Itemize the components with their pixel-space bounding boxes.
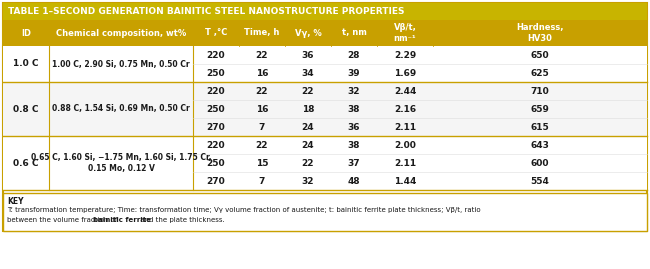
Text: 2.44: 2.44 — [394, 87, 416, 95]
Text: 28: 28 — [348, 51, 360, 59]
Text: 36: 36 — [348, 122, 360, 132]
Bar — [3, 3, 647, 20]
Bar — [3, 20, 647, 46]
Text: 250: 250 — [207, 69, 226, 77]
Text: TABLE 1–SECOND GENERATION BAINITIC STEEL NANOSTRUCTURE PROPERTIES: TABLE 1–SECOND GENERATION BAINITIC STEEL… — [8, 7, 404, 16]
Text: 16: 16 — [255, 69, 268, 77]
Text: 0.88 C, 1.54 Si, 0.69 Mn, 0.50 Cr: 0.88 C, 1.54 Si, 0.69 Mn, 0.50 Cr — [52, 104, 190, 114]
Text: 2.00: 2.00 — [394, 140, 416, 150]
Text: 250: 250 — [207, 158, 226, 168]
Text: 24: 24 — [302, 140, 315, 150]
Text: t, nm: t, nm — [341, 29, 367, 37]
Bar — [3, 136, 647, 190]
Text: 48: 48 — [348, 176, 360, 186]
Text: 22: 22 — [302, 87, 314, 95]
Text: bainitic ferrite: bainitic ferrite — [93, 217, 151, 223]
Bar — [3, 46, 647, 190]
Bar — [3, 46, 647, 82]
Text: 37: 37 — [348, 158, 360, 168]
Text: Hardness,
HV30: Hardness, HV30 — [516, 23, 564, 43]
Text: 1.69: 1.69 — [394, 69, 416, 77]
Text: 22: 22 — [302, 158, 314, 168]
Text: Time, h: Time, h — [244, 29, 280, 37]
Text: 659: 659 — [530, 104, 549, 114]
Bar — [3, 3, 647, 231]
Text: 0.6 C: 0.6 C — [13, 158, 39, 168]
Text: and the plate thickness.: and the plate thickness. — [138, 217, 224, 223]
Text: KEY: KEY — [7, 197, 23, 206]
Text: Vγ, %: Vγ, % — [294, 29, 321, 37]
Text: 34: 34 — [302, 69, 315, 77]
Text: T: transformation temperature; Time: transformation time; Vγ volume fraction of : T: transformation temperature; Time: tra… — [7, 207, 480, 213]
Text: 16: 16 — [255, 104, 268, 114]
Text: 7: 7 — [259, 176, 265, 186]
Text: 24: 24 — [302, 122, 315, 132]
Text: 22: 22 — [255, 51, 268, 59]
Text: T ,°C: T ,°C — [205, 29, 228, 37]
Text: 18: 18 — [302, 104, 314, 114]
Text: 0.65 C, 1.60 Si, −1.75 Mn, 1.60 Si, 1.75 Cr,
0.15 Mo, 0.12 V: 0.65 C, 1.60 Si, −1.75 Mn, 1.60 Si, 1.75… — [31, 153, 211, 173]
Text: 2.29: 2.29 — [394, 51, 416, 59]
Text: 22: 22 — [255, 140, 268, 150]
Text: Vβ/t,
nm⁻¹: Vβ/t, nm⁻¹ — [393, 23, 417, 43]
Text: 32: 32 — [302, 176, 314, 186]
Text: 15: 15 — [255, 158, 268, 168]
Text: 39: 39 — [348, 69, 360, 77]
Text: 0.8 C: 0.8 C — [13, 104, 39, 114]
Text: 650: 650 — [530, 51, 549, 59]
Text: 32: 32 — [348, 87, 360, 95]
Text: between the volume fraction of: between the volume fraction of — [7, 217, 120, 223]
Text: 220: 220 — [207, 51, 226, 59]
Text: 2.16: 2.16 — [394, 104, 416, 114]
Text: 250: 250 — [207, 104, 226, 114]
Text: 36: 36 — [302, 51, 314, 59]
Text: 270: 270 — [207, 122, 226, 132]
Bar — [3, 193, 647, 231]
Text: 220: 220 — [207, 87, 226, 95]
Text: 220: 220 — [207, 140, 226, 150]
Text: 7: 7 — [259, 122, 265, 132]
Bar — [3, 82, 647, 136]
Text: 270: 270 — [207, 176, 226, 186]
Text: 625: 625 — [530, 69, 549, 77]
Text: 710: 710 — [530, 87, 549, 95]
Text: 643: 643 — [530, 140, 549, 150]
Text: 1.0 C: 1.0 C — [13, 59, 39, 69]
Text: 38: 38 — [348, 140, 360, 150]
Text: 615: 615 — [530, 122, 549, 132]
Text: 22: 22 — [255, 87, 268, 95]
Text: 2.11: 2.11 — [394, 158, 416, 168]
Text: 1.00 C, 2.90 Si, 0.75 Mn, 0.50 Cr: 1.00 C, 2.90 Si, 0.75 Mn, 0.50 Cr — [52, 59, 190, 69]
Text: 38: 38 — [348, 104, 360, 114]
Text: 600: 600 — [531, 158, 549, 168]
Text: 554: 554 — [530, 176, 549, 186]
Text: 2.11: 2.11 — [394, 122, 416, 132]
Text: ID: ID — [21, 29, 31, 37]
Text: Chemical composition, wt%: Chemical composition, wt% — [56, 29, 186, 37]
Text: 1.44: 1.44 — [394, 176, 416, 186]
